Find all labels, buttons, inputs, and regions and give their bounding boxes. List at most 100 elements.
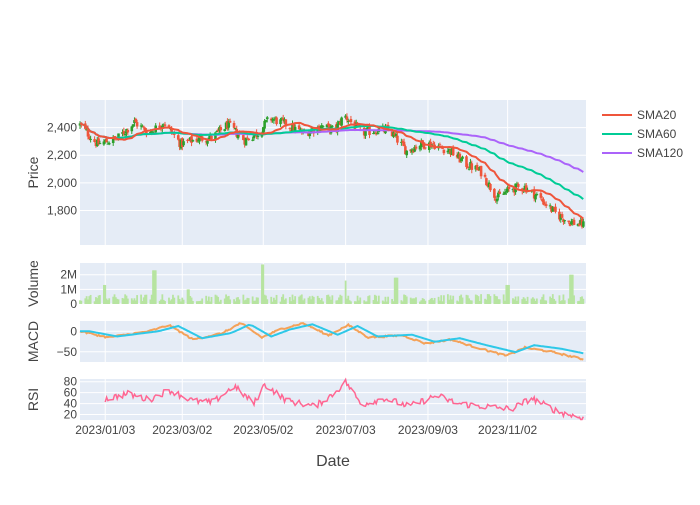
volume-bar (99, 295, 101, 304)
gridlines (80, 100, 586, 420)
volume-bar (373, 294, 376, 304)
volume-bar (559, 301, 562, 304)
volume-bar (413, 298, 416, 304)
volume-bar (432, 300, 435, 304)
volume-bar (270, 296, 273, 304)
candle-body (256, 135, 260, 137)
volume-bar (181, 297, 184, 304)
volume-bar (476, 295, 478, 304)
candle-body (117, 133, 120, 139)
signal-line (80, 323, 584, 355)
x-tick-label: 2023/09/03 (398, 423, 458, 437)
volume-bar (328, 296, 331, 304)
candle-body (142, 126, 146, 128)
x-tick-label: 2023/07/03 (316, 423, 376, 437)
candle-body (180, 138, 184, 147)
candle-body (122, 131, 126, 135)
candle-body (394, 134, 398, 137)
volume-bar (197, 301, 200, 304)
volume-bar (424, 300, 427, 304)
volume-bar (209, 301, 212, 304)
volume-bar (320, 298, 323, 304)
candle-body (135, 122, 139, 127)
volume-bar (104, 284, 107, 304)
candle-body (325, 124, 329, 128)
volume-bar (412, 298, 415, 304)
volume-bar (581, 296, 583, 304)
volume-bar (465, 294, 468, 304)
candle-body (93, 139, 96, 142)
candle-body (275, 117, 278, 125)
candle-body (477, 169, 480, 171)
volume-bar (521, 299, 524, 304)
volume-bar (225, 294, 227, 304)
volume-bar (554, 300, 557, 304)
volume-bar (288, 297, 291, 304)
candle-body (281, 118, 285, 121)
candle-body (320, 125, 324, 130)
volume-bar (298, 296, 301, 304)
candle-body (458, 153, 462, 163)
volume-bar (154, 270, 157, 304)
candle-body (507, 186, 511, 189)
volume-bar (172, 294, 174, 304)
candle-body (372, 133, 375, 135)
volume-bar (182, 299, 185, 304)
volume-bar (331, 295, 334, 304)
volume-bar (429, 298, 432, 304)
macd-tick-label: 0 (70, 324, 77, 338)
candle-body (578, 223, 581, 226)
candle-body (265, 117, 269, 120)
candle-body (374, 132, 378, 135)
candle-body (392, 132, 395, 137)
volume-bar (513, 299, 516, 304)
volume-bar (485, 299, 488, 304)
macd-axis-title: MACD (25, 321, 41, 362)
volume-bar (363, 300, 366, 304)
candle-body (291, 123, 294, 132)
volume-bar (292, 299, 295, 304)
volume-bar (533, 298, 536, 304)
volume-bar (449, 295, 452, 304)
candle-body (150, 131, 154, 133)
volume-bar (505, 284, 508, 304)
candle-body (216, 129, 220, 132)
volume-bar (468, 298, 471, 304)
volume-bar (348, 300, 351, 304)
volume-bar (210, 296, 213, 304)
candle-body (535, 194, 539, 196)
rsi-line (104, 377, 584, 421)
candle-body (486, 185, 490, 187)
volume-bar (539, 299, 542, 304)
legend-label-sma60: SMA60 (637, 127, 677, 141)
volume-bar (401, 301, 404, 304)
sma20-line (79, 121, 584, 220)
volume-bar (524, 298, 526, 304)
volume-bar (569, 274, 571, 304)
volume-bar (542, 294, 545, 304)
volume-bar (494, 295, 497, 304)
candle-body (103, 140, 107, 143)
volume-bar (514, 296, 517, 304)
volume-bar (122, 298, 125, 304)
candle-body (459, 158, 463, 162)
candle-body (489, 183, 492, 191)
candle-body (563, 220, 567, 222)
volume-bar (368, 295, 371, 304)
candle-body (396, 135, 399, 143)
candle-body (243, 138, 246, 145)
candle-body (346, 120, 350, 122)
volume-bar (484, 298, 486, 304)
candle-body (493, 188, 496, 198)
volume-bar (178, 298, 181, 304)
candle-body (179, 139, 183, 149)
volume-bar (558, 295, 561, 304)
volume-bar (125, 295, 128, 304)
candle-body (457, 153, 460, 158)
volume-bar (339, 294, 342, 304)
volume-bar (274, 299, 277, 304)
volume-bar (350, 301, 352, 304)
candle-body (451, 146, 455, 156)
volume-bar (506, 284, 509, 304)
volume-bar (403, 294, 405, 304)
